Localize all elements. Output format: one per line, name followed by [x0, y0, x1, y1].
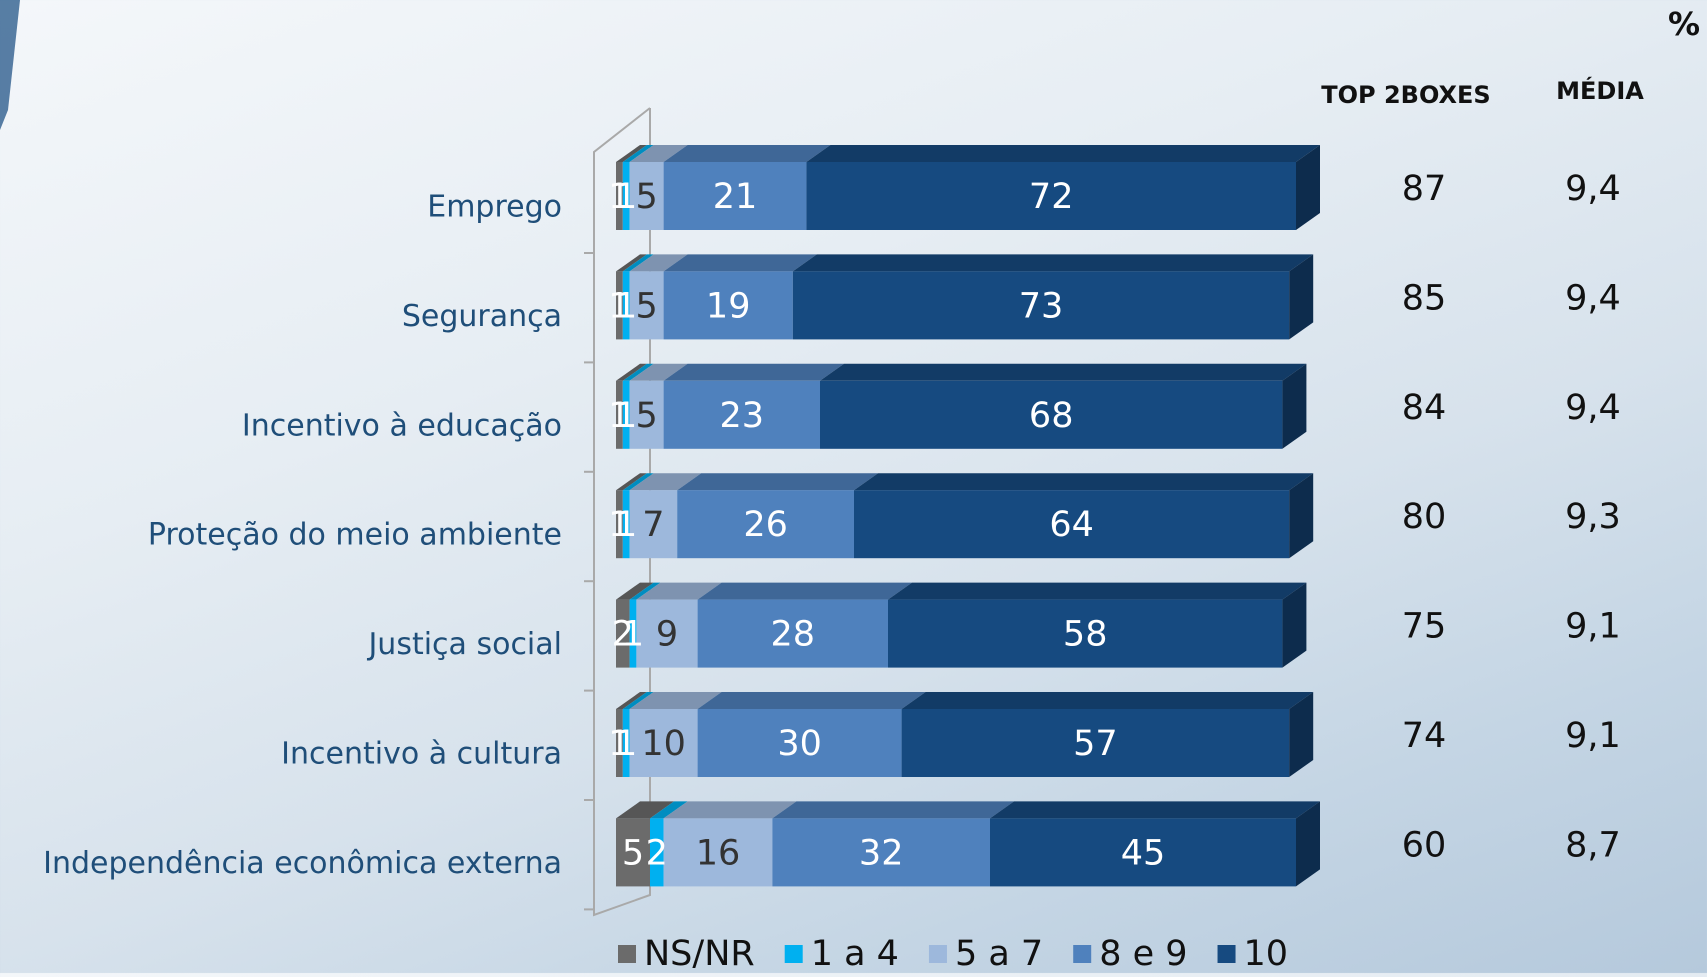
value-label: 21 [713, 177, 758, 217]
column-value: 60 [1402, 825, 1447, 865]
bar-top [677, 473, 878, 490]
value-label: 68 [1029, 396, 1074, 436]
column-value: 9,4 [1565, 169, 1621, 209]
value-label: 58 [1063, 615, 1108, 655]
column-value: 80 [1402, 497, 1447, 537]
value-label: 1 [622, 615, 644, 655]
column-header: MÉDIA [1556, 76, 1644, 105]
value-label: 72 [1029, 177, 1074, 217]
unit-label: % [1668, 5, 1700, 43]
legend-label: 8 e 9 [1099, 934, 1187, 973]
legend-label: 10 [1244, 934, 1289, 973]
value-label: 64 [1049, 505, 1094, 545]
value-label: 19 [706, 286, 751, 326]
value-label: 16 [696, 833, 741, 873]
value-label: 5 [622, 833, 644, 873]
bar-top [806, 145, 1320, 162]
legend-swatch [929, 945, 947, 963]
category-label: Proteção do meio ambiente [148, 518, 562, 553]
value-label: 1 [615, 505, 637, 545]
column-value: 87 [1402, 169, 1447, 209]
value-label: 23 [720, 396, 765, 436]
category-label: Incentivo à cultura [281, 737, 562, 772]
bar-top [990, 801, 1320, 818]
column-value: 9,1 [1565, 716, 1621, 756]
value-label: 30 [777, 724, 822, 764]
column-value: 84 [1402, 388, 1447, 428]
value-label: 9 [656, 615, 678, 655]
bar-top [793, 254, 1313, 271]
legend-swatch [785, 945, 803, 963]
column-value: 9,4 [1565, 388, 1621, 428]
bar-top [888, 583, 1306, 600]
value-label: 7 [642, 505, 664, 545]
value-label: 5 [635, 286, 657, 326]
column-header: TOP 2BOXES [1321, 81, 1490, 109]
category-label: Emprego [427, 190, 562, 225]
value-label: 2 [646, 833, 668, 873]
category-label: Segurança [402, 299, 562, 334]
legend-label: 5 a 7 [955, 934, 1043, 973]
value-label: 5 [635, 396, 657, 436]
value-label: 45 [1121, 833, 1166, 873]
column-value: 9,3 [1565, 497, 1621, 537]
value-label: 1 [615, 177, 637, 217]
bar-top [664, 145, 831, 162]
legend-swatch [618, 945, 636, 963]
bar-top [698, 583, 912, 600]
column-value: 9,4 [1565, 278, 1621, 318]
value-label: 28 [771, 615, 816, 655]
value-label: 1 [615, 724, 637, 764]
legend-label: NS/NR [644, 934, 755, 973]
bar-top [820, 364, 1306, 381]
value-label: 32 [859, 833, 904, 873]
value-label: 1 [615, 396, 637, 436]
bar-top [664, 254, 817, 271]
value-label: 1 [615, 286, 637, 326]
column-value: 8,7 [1565, 825, 1621, 865]
column-value: 9,1 [1565, 607, 1621, 647]
chart: % TOP 2BOXES MÉDIA Emprego1152172879,4Se… [0, 0, 1707, 973]
legend-swatch [1073, 945, 1091, 963]
bar-top [854, 473, 1313, 490]
column-value: 74 [1402, 716, 1447, 756]
category-label: Justiça social [366, 627, 562, 662]
value-label: 10 [641, 724, 686, 764]
legend-swatch [1218, 945, 1236, 963]
page: % TOP 2BOXES MÉDIA Emprego1152172879,4Se… [0, 0, 1707, 973]
bar-top [664, 364, 844, 381]
legend-label: 1 a 4 [811, 934, 899, 973]
category-label: Independência econômica externa [43, 846, 562, 881]
bar-top [772, 801, 1014, 818]
column-value: 85 [1402, 278, 1447, 318]
value-label: 73 [1019, 286, 1064, 326]
bar-top [902, 692, 1314, 709]
column-value: 75 [1402, 607, 1447, 647]
decoration [0, 0, 20, 130]
category-label: Incentivo à educação [242, 408, 562, 443]
value-label: 26 [743, 505, 788, 545]
value-label: 5 [635, 177, 657, 217]
bar-top [698, 692, 926, 709]
value-label: 57 [1073, 724, 1118, 764]
